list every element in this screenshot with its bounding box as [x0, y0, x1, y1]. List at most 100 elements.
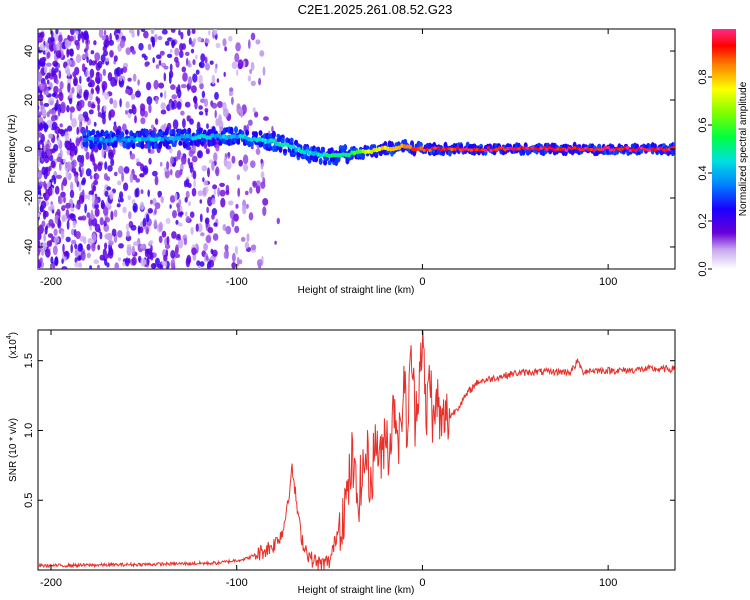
spectrogram-noise-cell [240, 236, 246, 242]
spectrogram-noise-cell [43, 102, 50, 107]
spectrogram-noise-cell [130, 93, 136, 100]
spectrogram-ridge-halo [258, 130, 263, 136]
spectrogram-noise-cell [102, 116, 106, 125]
spectrogram-noise-cell [122, 123, 127, 132]
spectrogram-noise-cell [146, 256, 150, 266]
spectrogram-ridge-halo [418, 141, 423, 148]
spectrogram-ridge-core [400, 143, 404, 148]
spectrogram-noise-cell [153, 79, 159, 90]
spectrogram-noise-cell [177, 206, 181, 213]
spectrogram-ridge-core [623, 146, 627, 150]
snr-y-scale-base: (x10 [8, 339, 19, 359]
spectrogram-noise-cell [38, 36, 43, 43]
spectrogram-ridge-core [235, 134, 240, 139]
spectrogram-noise-cell [100, 54, 106, 63]
spectrogram-noise-cell [250, 80, 256, 87]
spectrogram-noise-cell [180, 31, 184, 40]
spectrogram-noise-cell [125, 88, 131, 95]
snr-series-line [38, 330, 675, 570]
spectrogram-noise-cell [92, 156, 96, 166]
spectrogram-noise-cell [38, 58, 41, 66]
spectrogram-ridge-core [436, 146, 441, 150]
spectrogram-noise-cell [160, 196, 164, 204]
spectrogram-noise-cell [161, 29, 168, 35]
spectrogram-noise-cell [201, 165, 208, 172]
spectrogram-noise-cell [215, 144, 220, 152]
spectrogram-ridge-core [305, 149, 310, 154]
spectrogram-noise-cell [115, 34, 119, 40]
spectrogram-noise-cell [38, 181, 45, 186]
spectrogram-noise-cell [71, 117, 77, 128]
spectrogram-noise-cell [147, 43, 152, 51]
spectrogram-noise-cell [137, 79, 140, 86]
spectrogram-noise-cell [72, 167, 77, 174]
spectrogram-ridge-core [322, 152, 326, 157]
spectrogram-ridge-core [650, 147, 655, 151]
spectrogram-noise-cell [139, 244, 145, 249]
colorbar-axis: 0.0 0.2 0.4 0.6 0.8 [697, 69, 712, 277]
spectrogram-noise-cell [88, 109, 94, 115]
spectrogram-ridge-core [171, 136, 176, 142]
spectrogram-noise-cell [84, 115, 90, 122]
spectrogram-noise-cell [60, 191, 66, 198]
spectrogram-noise-cell [204, 108, 209, 113]
spectrogram-noise-cell [234, 52, 240, 63]
spectrogram-noise-cell [94, 208, 100, 217]
spectrogram-ridge-core [350, 150, 354, 155]
spectrogram-ridge-core [221, 134, 226, 139]
spectrogram-ridge-core [497, 146, 502, 150]
spectrogram-noise-cell [185, 216, 191, 223]
spectrogram-noise-cell [231, 155, 236, 164]
spectrogram-ridge-halo [164, 128, 169, 136]
spectrogram-noise-cell [51, 209, 55, 214]
spectrogram-noise-cell [202, 177, 205, 183]
spectrogram-noise-cell [109, 97, 114, 105]
spectrogram-noise-cell [191, 155, 198, 163]
spectrogram-noise-cell [85, 168, 92, 177]
spectrogram-noise-cell [48, 219, 54, 227]
spectrogram-noise-cell [69, 189, 75, 199]
spectrogram-ridge-core [416, 146, 421, 151]
spectrogram-noise-cell [213, 29, 218, 36]
spectrogram-noise-cell [95, 173, 100, 180]
spectrogram-noise-cell [69, 106, 76, 113]
spectrogram-noise-cell [160, 109, 167, 115]
spectrogram-noise-cell [89, 213, 96, 220]
spectrogram-ridge-core [595, 147, 599, 151]
spectrogram-noise-cell [118, 243, 124, 249]
spectrogram-noise-cell [67, 125, 73, 132]
spectrogram-noise-cell [131, 31, 135, 38]
spectrogram-noise-cell [116, 180, 122, 186]
spectrogram-noise-cell [132, 105, 137, 115]
spectrogram-noise-cell [197, 223, 203, 233]
snr-y-tick-label: 1.5 [23, 353, 35, 368]
spectrogram-noise-cell [207, 226, 214, 234]
spectrogram-ridge-core [102, 138, 106, 143]
spectrogram-noise-cell [70, 243, 73, 254]
spectrogram-noise-cell [104, 217, 111, 223]
spectrogram-ridge-core [603, 146, 608, 150]
spectrogram-noise-cell [178, 29, 181, 36]
spectrogram-noise-cell [40, 200, 47, 209]
spectrogram-noise-cell [199, 199, 203, 204]
colorbar-tick-label: 0.8 [697, 69, 709, 84]
spectrogram-noise-cell [135, 178, 141, 183]
spectrogram-noise-cell [231, 262, 237, 269]
spectrogram-noise-cell [144, 248, 148, 258]
spectrogram-noise-cell [131, 49, 136, 55]
spectrogram-ridge-core [358, 149, 363, 154]
spectrogram-noise-cell [86, 252, 91, 259]
spectrogram-ridge-core [185, 133, 190, 139]
spectrogram-noise-cell [148, 240, 154, 245]
spectrogram-noise-cell [109, 109, 116, 118]
spectrogram-ridge-core [255, 138, 259, 143]
spectrogram-noise-cell [69, 111, 73, 121]
spectrogram-ridge-core [238, 133, 243, 139]
spectrogram-noise-cell [134, 115, 137, 124]
spectrogram-ridge-core [302, 150, 307, 155]
spectrogram-y-tick-label: -40 [23, 239, 35, 255]
spectrogram-noise-cell [68, 97, 73, 105]
spectrogram-noise-cell [140, 258, 146, 267]
spectrogram-noise-cell [159, 161, 163, 167]
spectrogram-ridge-halo [271, 130, 276, 139]
